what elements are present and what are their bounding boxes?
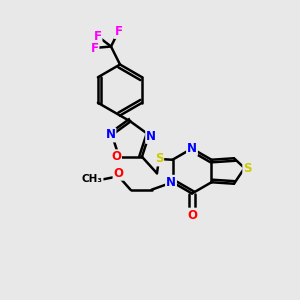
Text: F: F bbox=[91, 41, 98, 55]
Text: O: O bbox=[111, 150, 121, 163]
Text: N: N bbox=[146, 130, 156, 143]
Text: N: N bbox=[106, 128, 116, 142]
Text: S: S bbox=[243, 161, 252, 175]
Text: S: S bbox=[155, 152, 163, 166]
Text: O: O bbox=[187, 208, 197, 222]
Text: O: O bbox=[113, 167, 124, 180]
Text: CH₃: CH₃ bbox=[82, 174, 103, 184]
Text: F: F bbox=[115, 25, 122, 38]
Text: F: F bbox=[94, 29, 101, 43]
Text: N: N bbox=[166, 176, 176, 189]
Text: N: N bbox=[187, 142, 197, 155]
